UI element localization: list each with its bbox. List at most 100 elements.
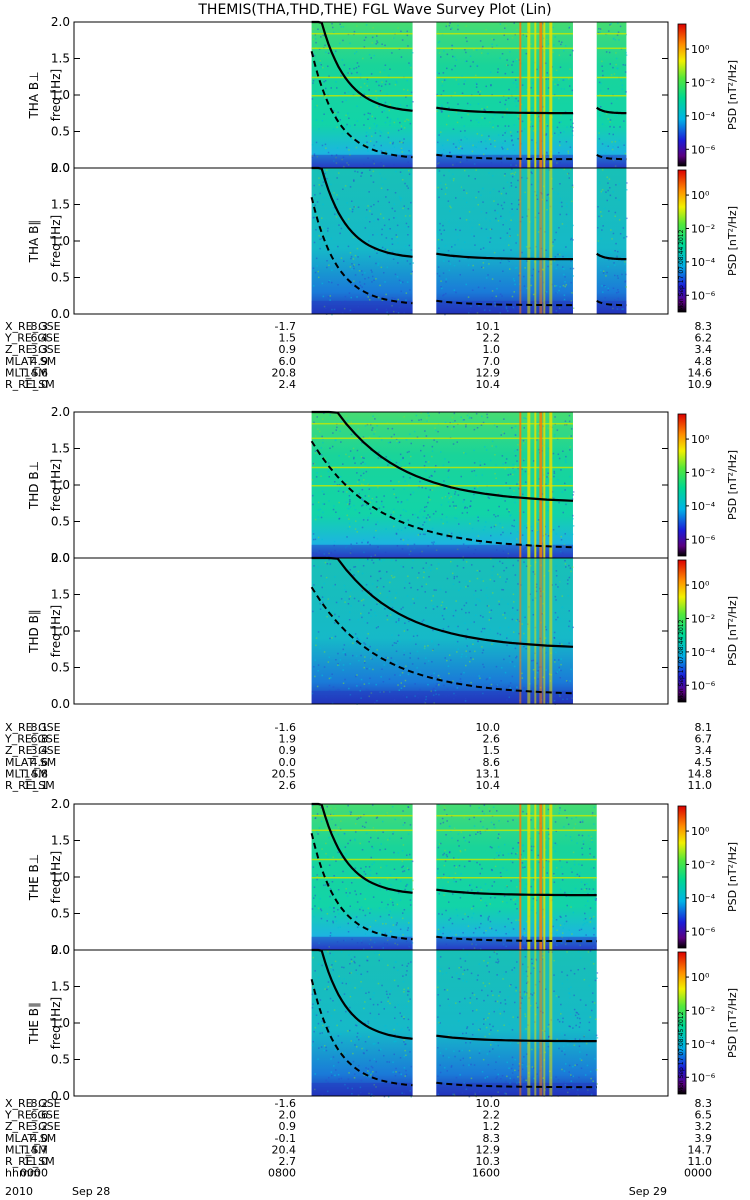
ephemeris-value: 1.0 <box>483 343 501 356</box>
ephemeris-row-label: MLT_SM <box>5 1143 48 1156</box>
y-tick-label: 1.0 <box>51 478 70 492</box>
ephemeris-value: 10.1 <box>476 320 501 333</box>
colorbar-tick: 10⁻² <box>691 1004 715 1017</box>
ephemeris-value: 20.5 <box>272 767 297 780</box>
y-tick-label: 1.0 <box>51 1016 70 1030</box>
ephemeris-value: 11.0 <box>688 1155 713 1168</box>
colorbar-tick: 10⁰ <box>691 971 710 984</box>
ephemeris-row-label: R_RE_SM <box>5 1155 55 1168</box>
panel-ylabel: THA B⊥ <box>27 71 41 119</box>
ephemeris-value: 14.6 <box>24 366 49 379</box>
colorbar-label: PSD [nT²/Hz] <box>726 988 739 1058</box>
panel-ylabel: THA B∥ <box>27 220 41 264</box>
ephemeris-value: 14.7 <box>24 1143 49 1156</box>
ephemeris-value: 8.2 <box>31 1097 49 1110</box>
ephemeris-row-label: MLAT_SM <box>5 756 56 769</box>
y-tick-label: 1.5 <box>51 834 70 848</box>
ephemeris-value: 6.4 <box>31 332 49 345</box>
spectrogram-block <box>310 556 574 705</box>
ephemeris-value: 10.9 <box>688 378 713 391</box>
spectrogram-panel-thd-par: 0.0 0.5 1.0 1.5 2.0 THD B∥ freq [Hz] 10⁰ 10⁻² 10⁻… <box>27 551 739 711</box>
y-tick-label: 2.0 <box>51 15 70 29</box>
start-date-label: Sep 28 <box>72 1185 110 1198</box>
ephemeris-value: 2.2 <box>483 332 501 345</box>
colorbar-label: PSD [nT²/Hz] <box>726 60 739 130</box>
time-axis-labels: 2010 Sep 28 Sep 29 <box>5 1185 667 1198</box>
colorbar-tick: 10⁻² <box>691 76 715 89</box>
colorbar-tick: 10⁻² <box>691 222 715 235</box>
ephemeris-row-label: Z_RE_GSE <box>5 343 61 356</box>
ephemeris-value: 6.6 <box>31 1109 49 1122</box>
spectrogram-block <box>310 948 413 1098</box>
ephemeris-value: 14.7 <box>688 1143 713 1156</box>
y-tick-label: 0.5 <box>51 515 70 529</box>
ephemeris-row-label: R_RE_SM <box>5 378 55 391</box>
colorbar-tick: 10⁻⁶ <box>691 679 716 692</box>
ephemeris-value: 0800 <box>268 1167 296 1180</box>
ephemeris-value: 2.6 <box>279 779 297 792</box>
y-tick-label: 0.5 <box>51 271 70 285</box>
ephemeris-value: 2.7 <box>279 1155 297 1168</box>
spectrogram-block <box>436 950 599 1098</box>
timestamp-stamp: Mon Sep 17 07:08:44 2012 <box>678 229 685 311</box>
y-tick-label: 1.0 <box>51 234 70 248</box>
end-date-label: Sep 29 <box>629 1185 667 1198</box>
panel-units: freq [Hz] <box>49 215 63 267</box>
colorbar: 10⁰ 10⁻² 10⁻⁴ 10⁻⁶ PSD [nT²/Hz] Mon Sep 17 07… <box>677 169 739 313</box>
ephemeris-value: 0000 <box>20 1167 48 1180</box>
ephemeris-value: 10.0 <box>476 1097 501 1110</box>
spectrogram-block <box>310 20 414 170</box>
ephemeris-value: 6.2 <box>695 332 713 345</box>
y-tick-label: 1.5 <box>51 52 70 66</box>
panel-units: freq [Hz] <box>49 997 63 1049</box>
ephemeris-value: -1.6 <box>275 1097 296 1110</box>
ephemeris-value: 7.0 <box>483 355 501 368</box>
ephemeris-value: 0.0 <box>279 756 297 769</box>
ephemeris-value: 1.5 <box>483 744 501 757</box>
y-tick-label: 1.5 <box>51 442 70 456</box>
panel-ylabel: THE B∥ <box>27 1002 41 1045</box>
ephemeris-row-label: Z_RE_GSE <box>5 744 61 757</box>
ephemeris-value: 8.3 <box>31 320 49 333</box>
y-tick-label: 0.5 <box>51 661 70 675</box>
ephemeris-value: -1.7 <box>275 320 296 333</box>
colorbar-tick: 10⁻² <box>691 466 715 479</box>
timestamp-stamp: Mon Sep 17 07:08:45 2012 <box>678 1011 685 1093</box>
ephemeris-value: 20.4 <box>272 1143 297 1156</box>
ephemeris-value: 3.4 <box>31 744 49 757</box>
colorbar-tick: 10⁻⁶ <box>691 925 716 938</box>
panel-units: freq [Hz] <box>49 851 63 903</box>
colorbar-tick: 10⁻⁴ <box>691 110 716 123</box>
ephemeris-value: 4.9 <box>31 355 49 368</box>
ephemeris-row-label: MLT_SM <box>5 366 48 379</box>
colorbar-tick: 10⁻⁴ <box>691 256 716 269</box>
colorbar-tick: 10⁻⁶ <box>691 143 716 156</box>
spectrogram-panels: 0.0 0.5 1.0 1.5 2.0 THA B⊥ freq [Hz] 10⁰ 10⁻² 10⁻… <box>27 15 739 1103</box>
colorbar-tick: 10⁻⁶ <box>691 533 716 546</box>
figure-title: THEMIS(THA,THD,THE) FGL Wave Survey Plot… <box>197 2 551 18</box>
colorbar-label: PSD [nT²/Hz] <box>726 450 739 520</box>
ephemeris-value: 13.1 <box>476 767 501 780</box>
colorbar: 10⁰ 10⁻² 10⁻⁴ 10⁻⁶ PSD [nT²/Hz] Mon Sep 17 07… <box>677 951 739 1095</box>
ephemeris-value: 3.4 <box>695 343 713 356</box>
ephemeris-value: 8.3 <box>483 1132 501 1145</box>
ephemeris-value: 8.1 <box>695 721 713 734</box>
colorbar-label: PSD [nT²/Hz] <box>726 842 739 912</box>
y-tick-label: 1.0 <box>51 88 70 102</box>
y-tick-label: 1.5 <box>51 980 70 994</box>
colorbar-tick: 10⁻² <box>691 612 715 625</box>
colorbar-tick: 10⁻² <box>691 858 715 871</box>
ephemeris-value: 0.9 <box>279 744 297 757</box>
spectrogram-block <box>596 168 628 314</box>
ephemeris-value: 11.0 <box>688 779 713 792</box>
ephemeris-value: 8.6 <box>483 756 501 769</box>
y-tick-label: 0.0 <box>51 307 70 321</box>
ephemeris-value: -0.1 <box>275 1132 296 1145</box>
ephemeris-value: 4.6 <box>31 756 49 769</box>
y-tick-label: 0.0 <box>51 161 70 175</box>
spectrogram-block <box>310 166 414 316</box>
y-tick-label: 0.0 <box>51 697 70 711</box>
ephemeris-value: 14.6 <box>688 366 713 379</box>
y-tick-label: 1.5 <box>51 198 70 212</box>
y-tick-label: 2.0 <box>51 551 70 565</box>
